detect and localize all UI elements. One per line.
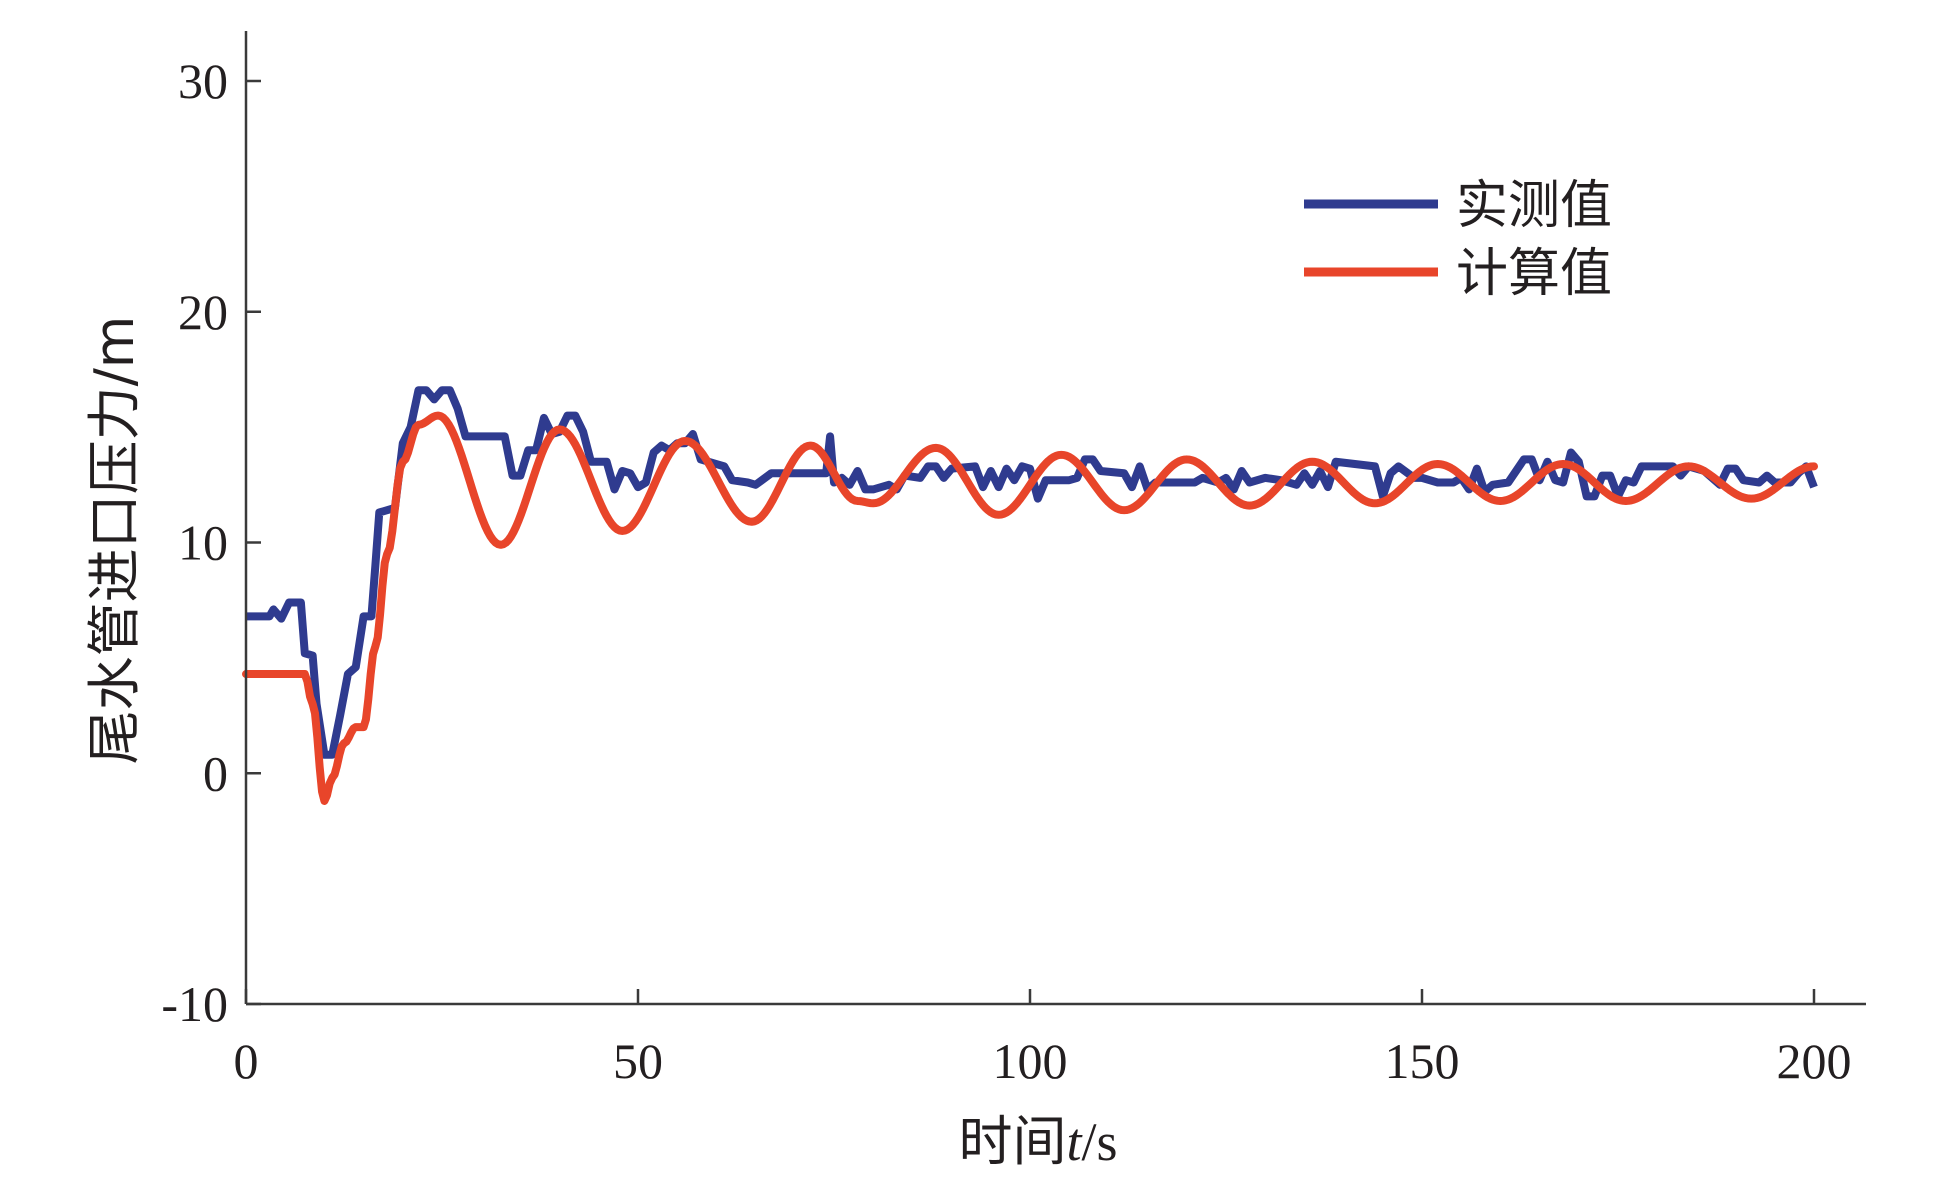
y-tick-label: 10 (178, 515, 228, 571)
x-tick-label: 200 (1777, 1033, 1852, 1089)
y-axis-label: 尾水管进口压力/m (83, 316, 146, 765)
legend-label-measured: 实测值 (1456, 176, 1612, 236)
series-measured-line (246, 386, 1818, 759)
x-tick-label: 150 (1385, 1033, 1460, 1089)
plot-area (242, 386, 1818, 805)
x-tick-label: 50 (613, 1033, 663, 1089)
x-tick-label: 100 (993, 1033, 1068, 1089)
y-tick-label: 30 (178, 53, 228, 109)
x-tick-label: 0 (234, 1033, 259, 1089)
legend: 实测值 计算值 (1304, 176, 1612, 304)
y-tick-label: -10 (161, 976, 228, 1032)
legend-label-calculated: 计算值 (1456, 244, 1612, 304)
y-tick-label: 0 (203, 745, 228, 801)
series-calculated-line (242, 411, 1818, 805)
x-axis-label: 时间t/s (958, 1110, 1117, 1173)
y-tick-label: 20 (178, 284, 228, 340)
